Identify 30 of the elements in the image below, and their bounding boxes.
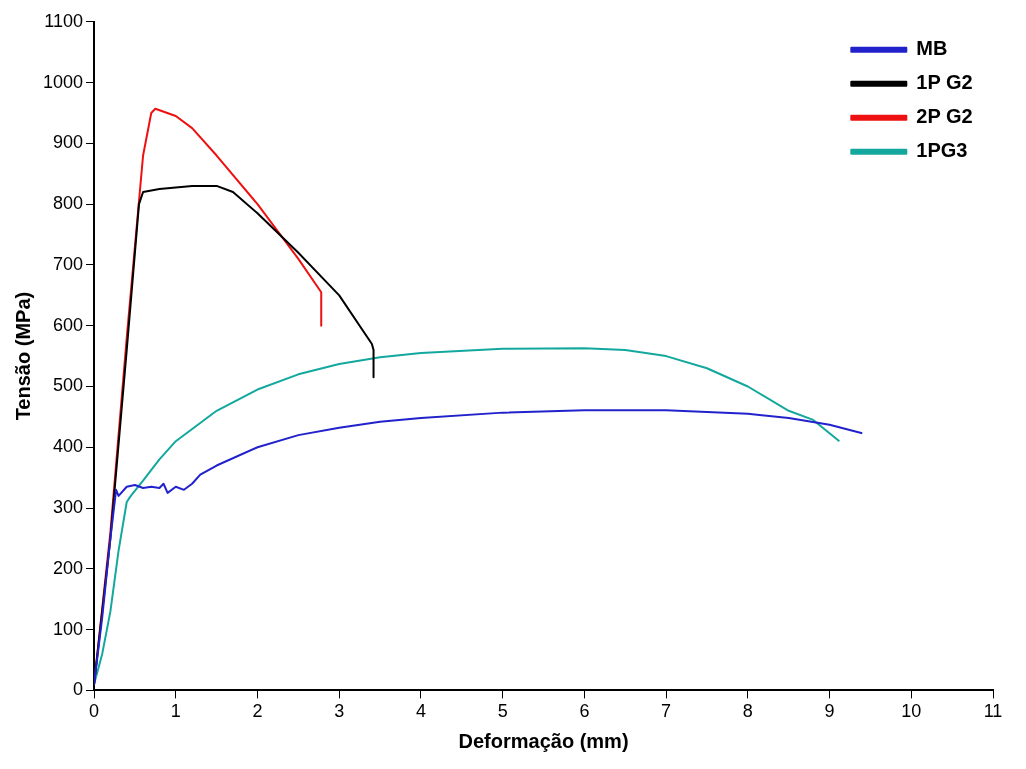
legend-label: 2P G2 <box>916 105 973 128</box>
x-axis-title: Deformação (mm) <box>458 729 629 752</box>
x-tick-label: 6 <box>579 701 590 722</box>
legend-label: 1P G2 <box>916 71 973 94</box>
y-tick-label: 400 <box>53 436 84 457</box>
x-tick-label: 5 <box>497 701 508 722</box>
y-tick-label: 100 <box>53 618 84 639</box>
x-tick-label: 10 <box>901 701 922 722</box>
y-tick-label: 300 <box>53 497 84 518</box>
y-tick-label: 1100 <box>44 10 84 31</box>
x-tick-label: 1 <box>170 701 181 722</box>
y-tick-label: 800 <box>53 193 84 214</box>
y-tick-label: 1000 <box>43 71 84 92</box>
x-tick-label: 3 <box>334 701 345 722</box>
x-tick-label: 7 <box>661 701 672 722</box>
x-tick-label: 11 <box>983 701 1003 722</box>
x-tick-label: 9 <box>824 701 835 722</box>
y-tick-label: 700 <box>53 253 84 274</box>
y-tick-label: 0 <box>73 679 84 700</box>
legend-label: 1PG3 <box>916 139 968 162</box>
y-axis-title: Tensão (MPa) <box>11 291 34 421</box>
x-tick-label: 2 <box>252 701 263 722</box>
y-tick-label: 500 <box>53 375 84 396</box>
y-tick-label: 900 <box>53 132 84 153</box>
x-tick-label: 0 <box>89 701 100 722</box>
x-tick-label: 8 <box>742 701 753 722</box>
legend-label: MB <box>916 37 948 60</box>
y-tick-label: 600 <box>53 314 84 335</box>
y-tick-label: 200 <box>53 557 84 578</box>
x-tick-label: 4 <box>415 701 426 722</box>
